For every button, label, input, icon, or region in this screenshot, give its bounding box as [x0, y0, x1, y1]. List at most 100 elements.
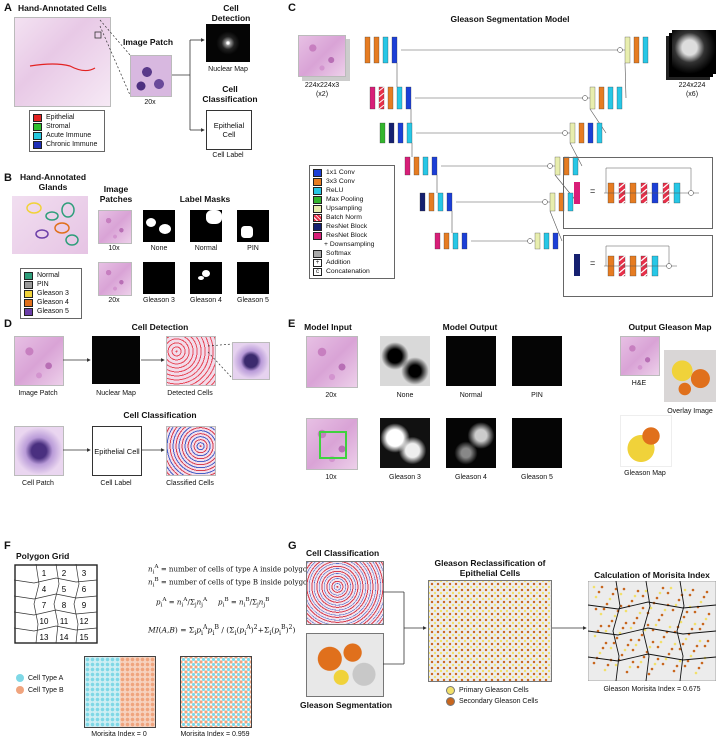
morisita-polygon-map [588, 581, 716, 681]
layer-block [419, 192, 426, 212]
mask-gleason4 [190, 262, 222, 294]
cell-dot [694, 671, 698, 675]
polygon-number: 2 [62, 569, 67, 578]
resnet-downsample-block-detail: = [563, 157, 713, 229]
polygon-number: 7 [42, 601, 47, 610]
mask-normal-label: Normal [194, 245, 218, 252]
classified-cells-label: Classified Cells [166, 480, 214, 487]
layer-block [413, 156, 420, 176]
morisita-0959-label: Morisita Index = 0.959 [180, 731, 250, 738]
panel-c-legend: 1x1 Conv 3x3 Conv ReLU Max Pooling Upsam… [309, 165, 395, 279]
layer-block [624, 36, 631, 64]
classified-cells-image [166, 426, 216, 476]
layer-block [552, 232, 559, 250]
cell-dot [702, 595, 706, 599]
gleason-morisita-label: Gleason Morisita Index = 0.675 [603, 686, 701, 693]
output-gleason4 [446, 418, 496, 468]
patch-20x [98, 262, 132, 296]
cell-dot [599, 624, 603, 628]
cell-dot [661, 662, 665, 666]
output-gleason3 [380, 418, 430, 468]
cell-dot [615, 636, 619, 640]
polygon-number: 9 [82, 601, 87, 610]
polygon-number: 10 [40, 617, 49, 626]
cell-dot [598, 651, 602, 655]
cell-dot [658, 591, 662, 595]
layer-block [428, 192, 435, 212]
mask-pin [237, 210, 269, 242]
batchnorm-stripe [662, 200, 670, 207]
nuclear-map-d [92, 336, 140, 384]
polygon-line [612, 581, 621, 681]
cell-dot [683, 664, 687, 668]
model-output-title: Model Output [442, 322, 498, 332]
cell-dot [693, 610, 697, 614]
cell-dot [692, 649, 696, 653]
cell-dot [636, 589, 640, 593]
cell-dot [620, 653, 624, 657]
mi-formula: MI(A,B) = ΣipiApiB / (Σi(piA)2+Σi(piB)2) [148, 624, 296, 637]
cell-dot [628, 665, 632, 669]
detected-cells-label: Detected Cells [167, 390, 213, 397]
nuclear-map-d-label: Nuclear Map [96, 390, 136, 397]
panel-a-legend: Epithelial Stromal Acute Immune Chronic … [29, 110, 105, 152]
cell-dot [695, 644, 699, 648]
morisita-0-label: Morisita Index = 0 [91, 731, 147, 738]
cell-dot [629, 626, 633, 630]
image-patch-d-label: Image Patch [18, 390, 58, 397]
cell-dot [632, 621, 636, 625]
cell-dot [640, 633, 644, 637]
cell-dot [674, 603, 678, 607]
cell-dot [659, 640, 663, 644]
layer-block [598, 86, 605, 110]
batchnorm-stripe [378, 98, 385, 104]
cell-dot [690, 627, 694, 631]
input-count: (x2) [315, 91, 329, 98]
layer-block [387, 86, 394, 110]
image-patch-d [14, 336, 64, 386]
gleason-segmentation-image-g [306, 633, 384, 697]
model-input-20x-label: 20x [325, 392, 337, 399]
cell-map-separated [84, 656, 156, 728]
cell-dot [630, 599, 634, 603]
input-size: 224x224x3 [304, 82, 340, 89]
cell-dot [594, 607, 598, 611]
batchnorm-stripe [640, 182, 648, 189]
cell-classification-title-d: Cell Classification [123, 410, 197, 420]
residual-path [605, 167, 692, 193]
model-input-10x-label: 10x [325, 474, 337, 481]
output-count: (x6) [685, 91, 699, 98]
zoomed-cell-d [232, 342, 270, 380]
layer-block [543, 232, 550, 250]
cell-dot [653, 662, 657, 666]
panel-label-d: D [4, 318, 12, 330]
cell-dot [629, 638, 633, 642]
polygon-line [642, 581, 651, 681]
cell-dot [643, 628, 647, 632]
batchnorm-stripe [640, 194, 648, 201]
cell-dot [669, 586, 673, 590]
batchnorm-stripe [378, 86, 385, 92]
model-input-stack [298, 35, 346, 77]
panel-b-title: Hand-Annotated Glands [19, 172, 87, 192]
mask-gleason3 [143, 262, 175, 294]
residual-path [605, 245, 670, 266]
batchnorm-stripe [618, 255, 626, 262]
cell-dot [656, 657, 660, 661]
cell-dot [662, 635, 666, 639]
def-nb: niB = number of cells of type B inside p… [148, 577, 317, 589]
cell-dot [650, 667, 654, 671]
gleason-map-image [620, 415, 672, 467]
pb-formula: piB = niB/ΣjnjB [218, 597, 270, 609]
cell-label-d: Cell Label [100, 480, 132, 487]
cell-dot [644, 589, 648, 593]
polygon-line [588, 653, 716, 662]
panel-a-title: Hand-Annotated Cells [18, 3, 107, 13]
up-connection [624, 62, 627, 99]
layer-block [431, 156, 438, 176]
patch-20x-label: 20x [108, 297, 120, 304]
output-gleason5 [512, 418, 562, 468]
batchnorm-stripe [618, 182, 626, 189]
cell-dot [678, 659, 682, 663]
